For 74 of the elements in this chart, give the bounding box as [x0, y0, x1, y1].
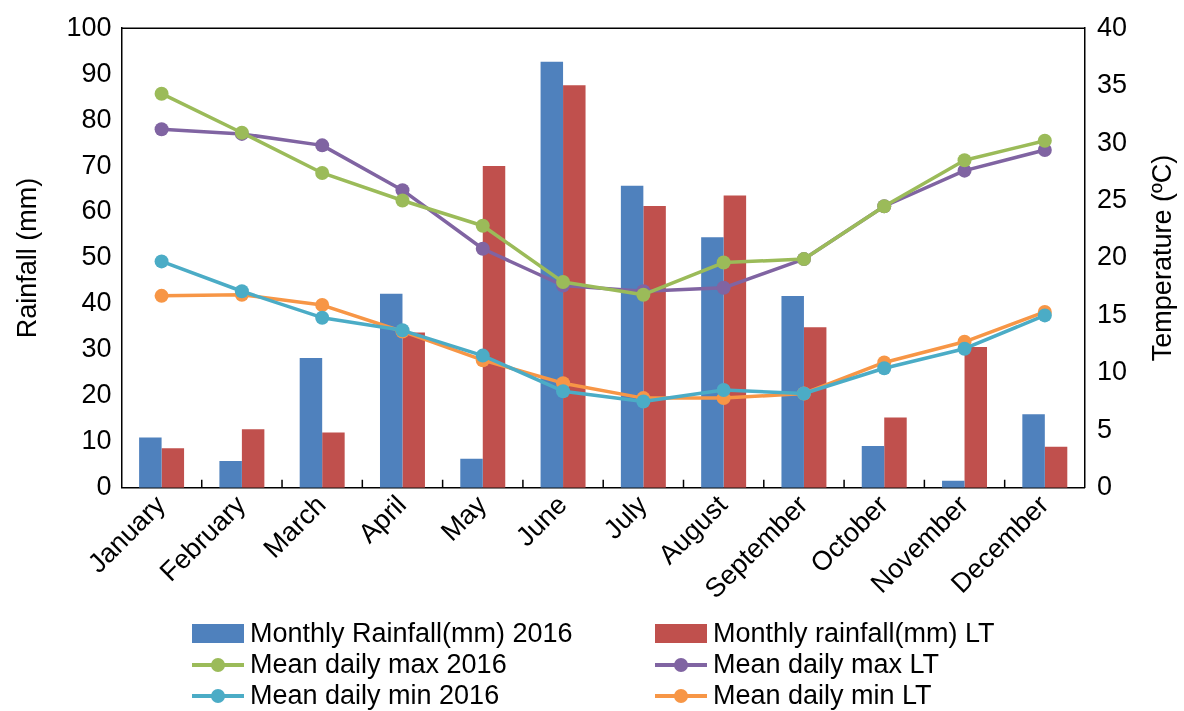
legend-label: Monthly rainfall(mm) LT	[713, 618, 995, 649]
bar	[219, 461, 242, 488]
y-tick-label: 90	[81, 57, 112, 88]
bar	[964, 347, 988, 488]
bar	[861, 445, 885, 488]
bar	[781, 296, 804, 488]
bar	[1044, 446, 1068, 488]
point	[1037, 133, 1052, 148]
y2-tick-label: 35	[1096, 69, 1128, 100]
point	[957, 341, 972, 356]
x-tick-label: July	[597, 489, 654, 545]
y2-axis-title: Temperature (ºC)	[1147, 154, 1178, 362]
y2-tick-label: 0	[1096, 471, 1112, 502]
bar	[139, 437, 162, 488]
bar	[1022, 414, 1045, 488]
point	[1037, 308, 1052, 323]
y-tick-label: 80	[81, 103, 112, 134]
point	[716, 383, 731, 398]
y-tick-label: 10	[81, 425, 112, 456]
bar	[723, 195, 747, 488]
point	[315, 310, 330, 325]
bar	[803, 327, 827, 488]
point	[154, 288, 169, 303]
point	[154, 254, 169, 269]
bar	[402, 332, 425, 488]
y-axis-title: Rainfall (mm)	[11, 177, 42, 339]
bar	[701, 237, 724, 488]
point	[315, 138, 330, 153]
bar	[620, 185, 644, 488]
y-tick-label: 70	[81, 149, 112, 180]
bar	[540, 61, 564, 488]
bar	[241, 429, 265, 488]
bar	[161, 448, 185, 488]
point	[556, 384, 571, 399]
y-tick-label: 100	[66, 11, 112, 42]
y2-tick-label: 15	[1096, 298, 1128, 329]
y-tick-label: 50	[81, 241, 112, 272]
legend-label: Mean daily max 2016	[250, 649, 507, 680]
y2-tick-label: 30	[1096, 126, 1128, 157]
point	[716, 280, 731, 295]
bar	[884, 417, 907, 488]
legend-label: Monthly Rainfall(mm) 2016	[250, 618, 573, 649]
point	[475, 241, 490, 256]
point	[154, 86, 169, 101]
y2-tick-label: 25	[1096, 183, 1128, 214]
y2-tick-label: 5	[1096, 413, 1112, 444]
y-tick-label: 40	[81, 287, 112, 318]
y2-tick-label: 20	[1096, 241, 1128, 272]
point	[315, 165, 330, 180]
point	[475, 218, 490, 233]
point	[315, 298, 330, 313]
x-tick-label: May	[434, 489, 493, 547]
point	[957, 153, 972, 168]
legend-label: Mean daily min 2016	[250, 680, 500, 711]
bar	[643, 206, 666, 488]
y-tick-label: 30	[81, 333, 112, 364]
bar	[379, 293, 403, 488]
y-tick-label: 20	[81, 379, 112, 410]
y-tick-label: 0	[96, 471, 112, 502]
legend-label: Mean daily max LT	[713, 649, 940, 680]
bar	[299, 358, 323, 488]
bar	[322, 432, 345, 488]
bar	[563, 85, 586, 488]
point	[154, 122, 169, 137]
y2-tick-label: 10	[1096, 356, 1128, 387]
bar	[482, 166, 506, 488]
point	[716, 255, 731, 270]
point	[877, 361, 892, 376]
point	[475, 348, 490, 363]
bar	[460, 458, 483, 488]
y-tick-label: 60	[81, 195, 112, 226]
point	[395, 193, 410, 208]
legend-label: Mean daily min LT	[713, 680, 932, 711]
y2-tick-label: 40	[1096, 11, 1128, 42]
